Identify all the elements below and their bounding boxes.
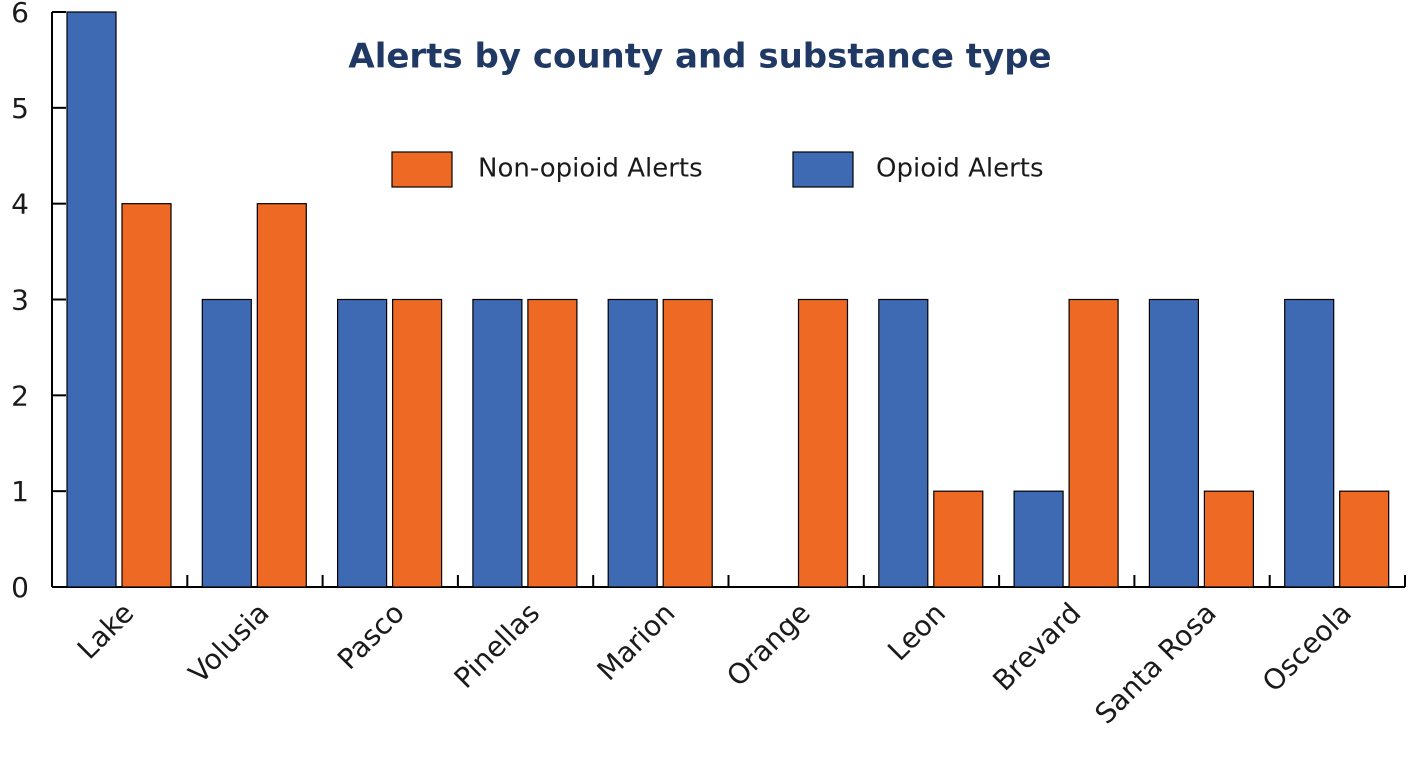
x-tick-label: Pinellas [448, 596, 547, 695]
y-tick-label: 6 [11, 0, 29, 29]
bar [66, 11, 117, 588]
bar [878, 298, 929, 588]
chart-title: Alerts by county and substance type [348, 37, 1051, 77]
bar [337, 298, 388, 588]
x-tick-label: Osceola [1256, 596, 1358, 698]
bar [1284, 298, 1335, 588]
bar [121, 203, 172, 588]
x-tick-label: Santa Rosa [1088, 596, 1222, 730]
x-tick-label: Leon [881, 596, 952, 667]
legend-label: Non-opioid Alerts [478, 154, 703, 184]
y-tick-label: 4 [11, 188, 29, 221]
bar [527, 298, 578, 588]
y-tick-label: 0 [11, 571, 29, 604]
bar [1013, 490, 1064, 588]
bar [201, 298, 252, 588]
legend-label: Opioid Alerts [876, 154, 1044, 184]
x-tick-label: Marion [591, 596, 682, 687]
bar [662, 298, 713, 588]
y-tick-label: 2 [11, 379, 29, 412]
y-tick-label: 5 [11, 92, 29, 125]
y-tick-label: 3 [11, 284, 29, 317]
legend-swatch [792, 151, 854, 188]
bar [933, 490, 984, 588]
bar [1148, 298, 1200, 588]
y-tick-label: 1 [11, 475, 29, 508]
x-tick-label: Lake [71, 596, 140, 665]
bar [607, 298, 658, 588]
bar [392, 298, 443, 588]
x-tick-label: Orange [720, 596, 816, 692]
x-tick-label: Volusia [182, 596, 275, 689]
bar [1203, 490, 1255, 588]
legend-swatch [391, 151, 453, 188]
x-tick-label: Pasco [331, 596, 411, 676]
bar [1068, 298, 1119, 588]
bar [256, 203, 307, 588]
x-tick-label: Brevard [986, 596, 1087, 697]
bar [797, 298, 849, 588]
bar [1339, 490, 1390, 588]
bar [472, 298, 523, 588]
